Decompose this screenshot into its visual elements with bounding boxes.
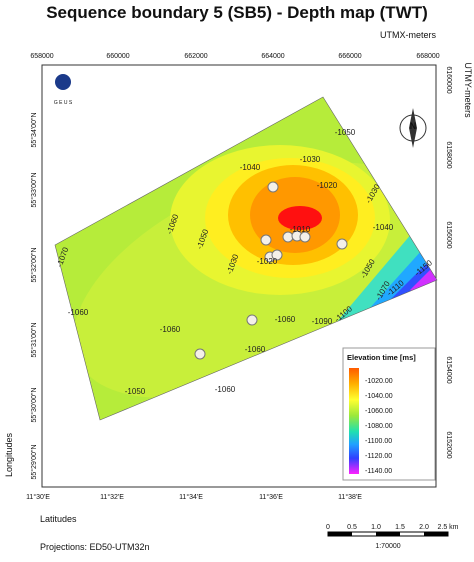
scale-label: 1.5 — [395, 524, 405, 531]
north-needle — [409, 108, 417, 148]
well — [194, 348, 206, 360]
contour-label: -1040 — [373, 223, 394, 232]
scale-label: 1.0 — [371, 524, 381, 531]
legend-label: -1060.00 — [365, 408, 393, 415]
lat-tick-label: 55°29'00"N — [30, 444, 38, 479]
legend-label: -1080.00 — [365, 423, 393, 430]
lon-tick-label: 11°30'E — [26, 493, 50, 501]
contour-label: -1050 — [335, 128, 356, 137]
map-frame — [41, 64, 437, 488]
well — [336, 238, 348, 250]
projection: Projections: ED50-UTM32n — [40, 542, 150, 552]
legend-label: -1140.00 — [365, 468, 392, 475]
contour-label: -1060 — [245, 345, 266, 354]
lat-tick-label: 55°31'00"N — [30, 322, 38, 357]
x-tick-label: 662000 — [184, 53, 207, 60]
legend-label: -1100.00 — [365, 438, 392, 445]
lat-tick-label: 55°33'00"N — [30, 172, 38, 207]
scale-label: 2.0 — [419, 524, 429, 531]
lon-tick-label: 11°38'E — [338, 493, 362, 501]
x-tick-label: 660000 — [106, 53, 129, 60]
contour-label: -1040 — [240, 163, 261, 172]
survey-outline — [54, 96, 438, 421]
well — [260, 234, 272, 246]
contour-label: -1050 — [125, 387, 146, 396]
north-arrow: N — [399, 108, 427, 148]
y-tick-label: 6156000 — [445, 221, 452, 248]
contour-label: -1060 — [275, 315, 296, 324]
lat-tick-label: 55°34'00"N — [30, 112, 38, 147]
lat-tick-label: 55°32'00"N — [30, 247, 38, 282]
contour-label: -1060 — [215, 385, 236, 394]
well — [299, 231, 311, 243]
x-tick-label: 664000 — [261, 53, 284, 60]
contour-label: -1060 — [160, 325, 181, 334]
scale-label: 0 — [326, 524, 330, 531]
scale-segment — [328, 532, 352, 536]
x-tick-label: 658000 — [30, 53, 53, 60]
x-tick-label: 666000 — [338, 53, 361, 60]
scale-ratio: 1:70000 — [375, 543, 400, 550]
scale-segment — [424, 532, 448, 536]
title: Sequence boundary 5 (SB5) - Depth map (T… — [46, 3, 428, 22]
well — [267, 181, 279, 193]
legend-title: Elevation time [ms] — [347, 353, 416, 362]
well — [246, 314, 258, 326]
scale-label: 0.5 — [347, 524, 357, 531]
well — [271, 249, 283, 261]
lon-tick-label: 11°36'E — [259, 493, 283, 501]
x-axis-label: UTMX-meters — [380, 30, 436, 40]
wells — [194, 181, 348, 360]
y-axis-label: UTMY-meters — [463, 62, 473, 118]
lon-tick-label: 11°34'E — [179, 493, 203, 501]
lat-axis-label: Latitudes — [40, 514, 77, 524]
y-tick-label: 6154000 — [445, 356, 452, 383]
lat-tick-label: 55°30'00"N — [30, 387, 38, 422]
contour-label: -1020 — [317, 181, 338, 190]
lon-axis-label: Longitudes — [4, 432, 14, 477]
color-bar — [349, 368, 359, 474]
geus-logo: G E U S — [54, 74, 73, 106]
x-tick-label: 668000 — [416, 53, 439, 60]
contour-label: -1060 — [68, 308, 89, 317]
scale-bar: 0 0.5 1.0 1.5 2.0 2.5 km 1:70000 — [326, 524, 459, 550]
logo-mark — [55, 74, 71, 90]
scale-label: 2.5 km — [437, 524, 458, 531]
legend: Elevation time [ms] -1020.00 -1040.00 -106… — [342, 347, 436, 481]
contour-label: -1030 — [300, 155, 321, 164]
lon-tick-label: 11°32'E — [100, 493, 124, 501]
y-tick-label: 6158000 — [445, 141, 452, 168]
legend-label: -1020.00 — [365, 378, 393, 385]
contour-label: -1020 — [257, 257, 278, 266]
legend-label: -1120.00 — [365, 453, 392, 460]
y-tick-label: 6152000 — [445, 431, 452, 458]
contour-label: -1090 — [312, 317, 333, 326]
north-label: N — [410, 121, 417, 131]
scale-segment — [376, 532, 400, 536]
legend-label: -1040.00 — [365, 393, 393, 400]
logo-text: G E U S — [54, 100, 73, 106]
y-tick-label: 6160000 — [445, 66, 452, 93]
contour-label: -1010 — [290, 225, 311, 234]
